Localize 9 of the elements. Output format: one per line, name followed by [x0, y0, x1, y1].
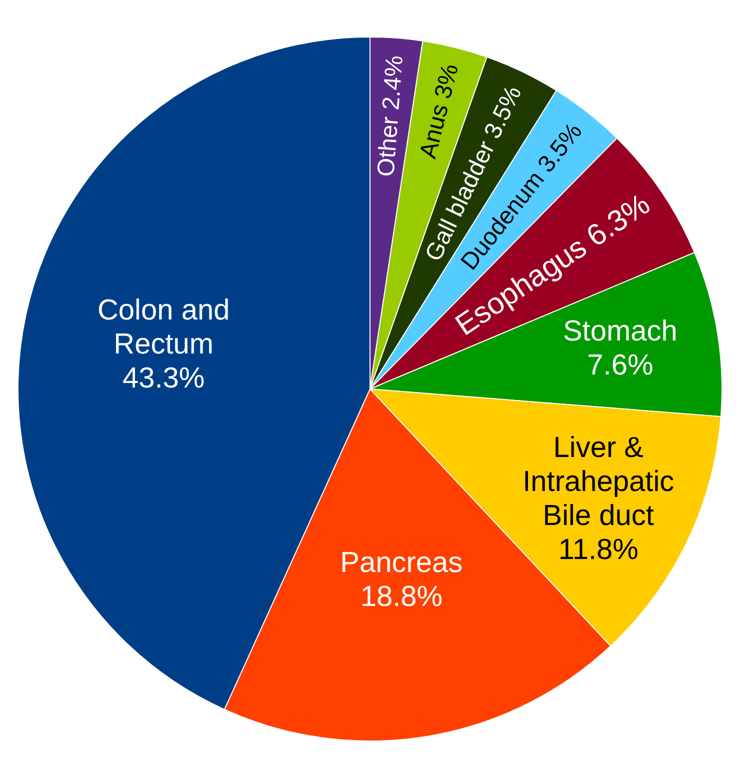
- slice-label: Colon and Rectum: [97, 294, 230, 360]
- data-label: 7.6%: [587, 350, 654, 382]
- slice-label: Pancreas: [340, 547, 463, 580]
- data-label: 43.3%: [122, 362, 205, 394]
- slice-label: Anus 3%: [414, 61, 464, 162]
- slice-label: Liver & Intrahepatic Bile duct: [522, 432, 674, 532]
- slice-label: Other 2.4%: [372, 54, 409, 178]
- data-label: 18.8%: [360, 581, 443, 614]
- data-label: 11.8%: [558, 534, 638, 566]
